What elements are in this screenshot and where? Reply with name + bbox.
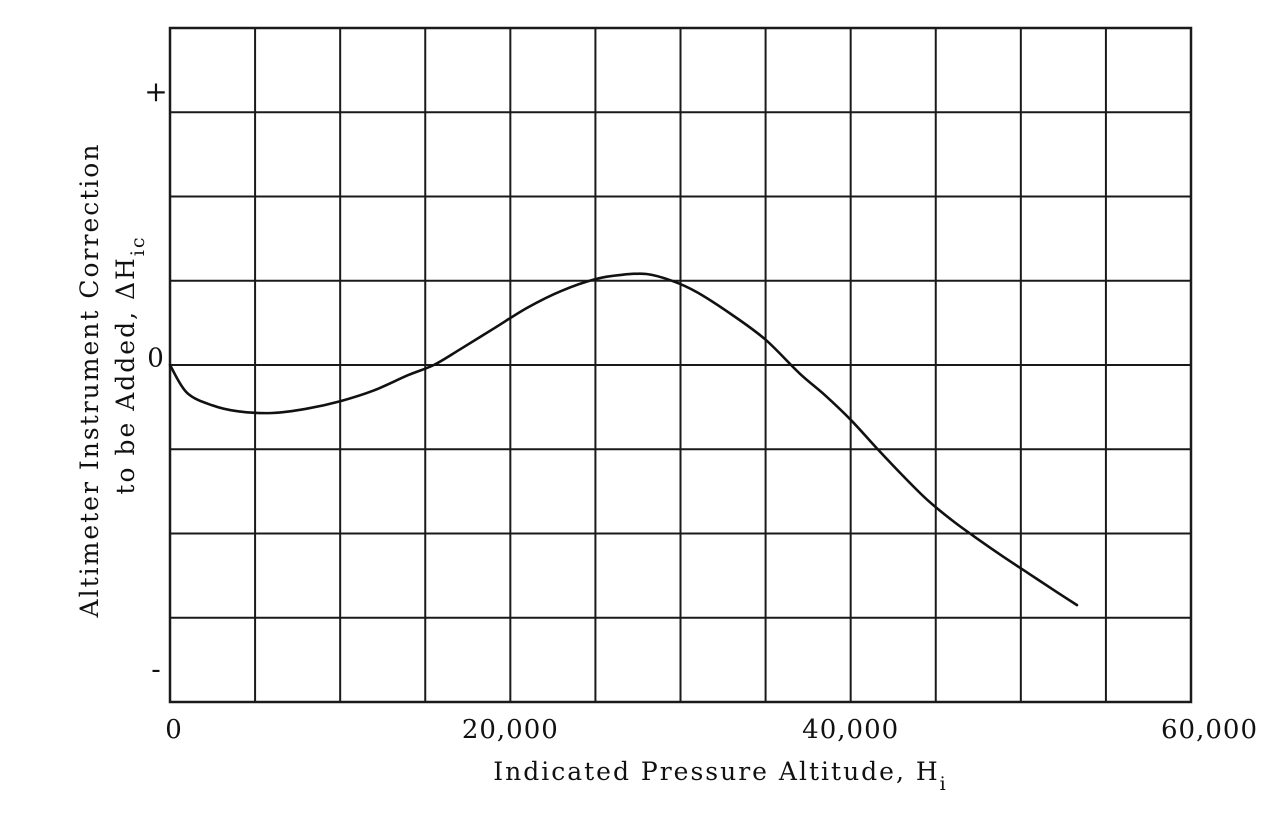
grid	[170, 28, 1191, 702]
x-axis-label-main: Indicated Pressure Altitude, H	[493, 757, 939, 786]
x-tick-label: 60,000	[1161, 715, 1258, 745]
x-tick-label: 0	[165, 715, 183, 745]
y-axis-label-line2-main: to be Added, ΔH	[111, 256, 140, 494]
y-tick-label: -	[151, 652, 160, 685]
x-tick-label: 20,000	[462, 715, 559, 745]
correction-curve	[168, 272, 1079, 607]
y-tick-label: +	[144, 75, 167, 108]
x-axis-label-subscript: i	[940, 773, 948, 795]
y-axis-label-line1: Altimeter Instrument Correction	[75, 143, 104, 619]
y-axis-label-subscript: ic	[127, 235, 149, 256]
x-tick-label: 40,000	[802, 715, 899, 745]
x-axis-label: Indicated Pressure Altitude, Hi	[493, 757, 948, 795]
y-axis-label: Altimeter Instrument Correction to be Ad…	[75, 143, 149, 619]
y-tick-label: 0	[147, 344, 165, 374]
y-tick-labels: +0 -	[144, 75, 167, 685]
x-tick-labels: 0 20,000 40,000 60,000	[165, 715, 1258, 745]
y-axis-label-line2: to be Added, ΔHic	[111, 235, 149, 494]
